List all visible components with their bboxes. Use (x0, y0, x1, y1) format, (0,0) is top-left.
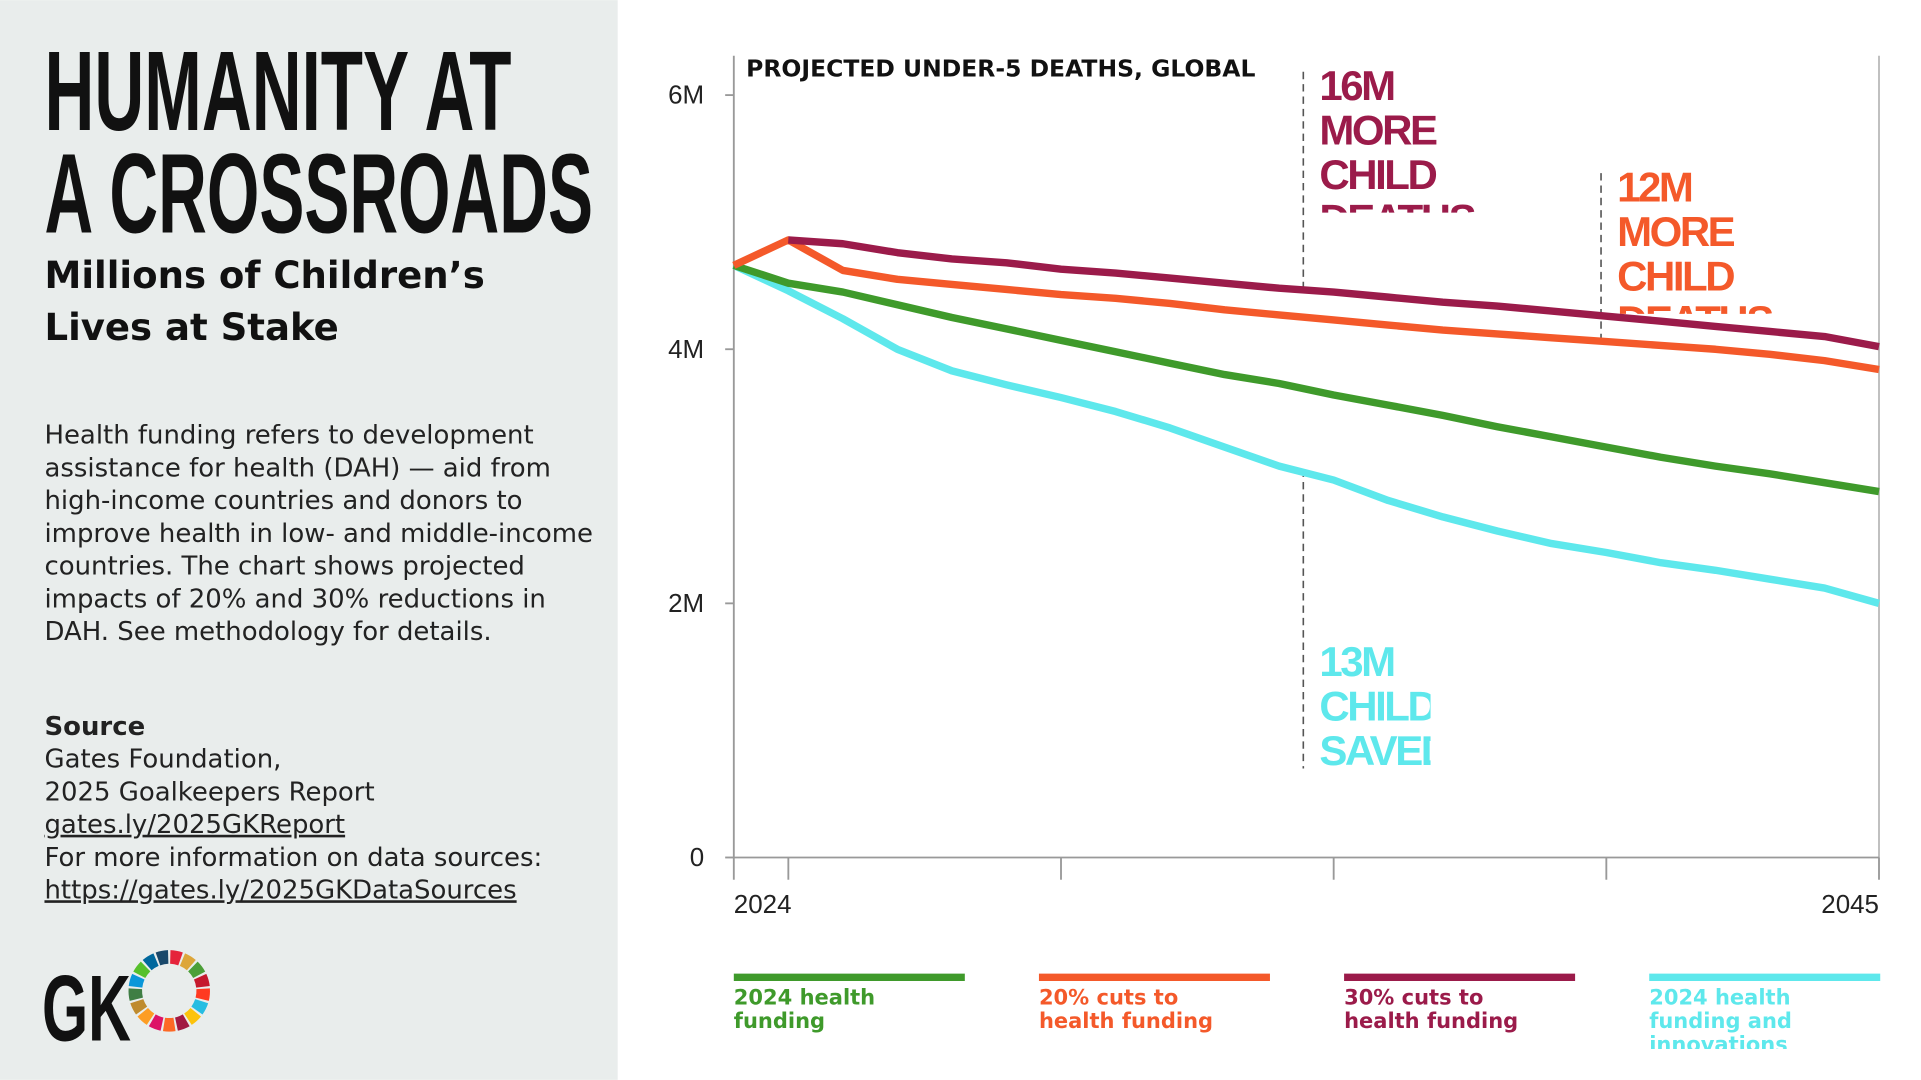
ring-segment (179, 953, 196, 971)
ring-segment (170, 950, 183, 966)
ring-segment (128, 973, 145, 988)
ring-segment (191, 999, 209, 1015)
body-line: countries. The chart shows projected (44, 552, 524, 582)
ring-segment (175, 1014, 190, 1031)
ring-segment (133, 961, 151, 979)
series-line (732, 262, 1881, 607)
body-text: Health funding refers to developmentassi… (44, 421, 593, 647)
sources-link[interactable]: https://gates.ly/2025GKDataSources (44, 875, 516, 905)
ring-segment (188, 961, 206, 979)
x-tick-label: 2045 (1821, 891, 1879, 919)
ring-segment (195, 988, 210, 1001)
ring-segment (162, 1017, 176, 1032)
series-line (732, 236, 1880, 374)
source-text: 2025 Goalkeepers Report (44, 778, 374, 808)
ring-segment (193, 973, 210, 988)
report-link[interactable]: gates.ly/2025GKReport (44, 810, 345, 840)
ring-segment (128, 988, 143, 1001)
chart-title: PROJECTED UNDER-5 DEATHS, GLOBAL (746, 55, 1255, 83)
y-tick-label: 6M (668, 82, 704, 110)
legend-entry: 20% cuts to health funding (1038, 987, 1214, 1035)
ring-segment (148, 1014, 164, 1031)
sidebar-background (0, 0, 618, 1080)
legend-entry: 2024 health funding and innovations (1649, 987, 1792, 1049)
legend-label: 20% cuts to health funding (1038, 987, 1214, 1035)
x-tick-label: 2024 (734, 891, 792, 919)
body-line: DAH. See methodology for details. (44, 617, 491, 647)
body-line: assistance for health (DAH) — aid from (44, 453, 550, 483)
annotation-text: 13M CHILDREN SAVED (1319, 640, 1430, 775)
title: A CROSSROADS (44, 130, 593, 257)
source-text: Gates Foundation, (44, 744, 281, 774)
annotation: 12M MORE CHILD DEATHS (1617, 165, 1774, 314)
body-line: impacts of 20% and 30% reductions in (44, 584, 545, 614)
y-tick-label: 0 (690, 844, 704, 872)
series-line (732, 261, 1880, 496)
annotation-text: 12M MORE CHILD DEATHS (1617, 165, 1774, 314)
title: HUMANITY AT (44, 28, 511, 155)
legend-entry: 2024 health funding (733, 987, 876, 1035)
ring-segment (142, 953, 159, 971)
y-tick-label: 4M (668, 336, 704, 364)
subtitle: Lives at Stake (44, 306, 338, 349)
body-line: Health funding refers to development (44, 421, 533, 451)
logo: GK (42, 955, 131, 1060)
chart: 0 2M 4M 6M 2024 2045 PROJECTED UNDER-5 DEATHS,… (668, 55, 1881, 1049)
body-line: high-income countries and donors to (44, 486, 522, 516)
legend-entry: 30% cuts to health funding (1344, 987, 1519, 1035)
ring-segment (184, 1007, 201, 1025)
annotation: 13M CHILDREN SAVED (1319, 640, 1430, 775)
ring-segment (130, 999, 148, 1015)
series-line (788, 236, 1880, 351)
y-tick-label: 2M (668, 590, 704, 618)
logo-ring (128, 950, 210, 1032)
legend-label: 2024 health funding (733, 987, 876, 1035)
annotation-text: 16M MORE CHILD DEATHS (1319, 64, 1476, 212)
body-line: improve health in low- and middle-income (44, 519, 593, 549)
more-info: For more information on data sources: (44, 843, 542, 873)
annotation: 16M MORE CHILD DEATHS (1319, 64, 1476, 212)
legend-label: 30% cuts to health funding (1344, 987, 1519, 1035)
source-heading: Source (44, 712, 145, 742)
ring-segment (137, 1007, 155, 1025)
ring-segment (155, 950, 169, 966)
subtitle: Millions of Children’s (44, 254, 484, 297)
legend-label: 2024 health funding and innovations (1649, 987, 1792, 1049)
